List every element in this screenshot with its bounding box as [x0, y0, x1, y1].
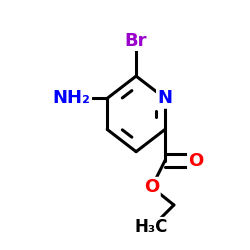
Text: H₃C: H₃C	[135, 218, 168, 236]
Text: NH₂: NH₂	[53, 89, 90, 107]
Text: Br: Br	[125, 32, 147, 50]
Text: N: N	[158, 89, 172, 107]
Text: O: O	[188, 152, 204, 170]
Text: O: O	[144, 178, 159, 196]
